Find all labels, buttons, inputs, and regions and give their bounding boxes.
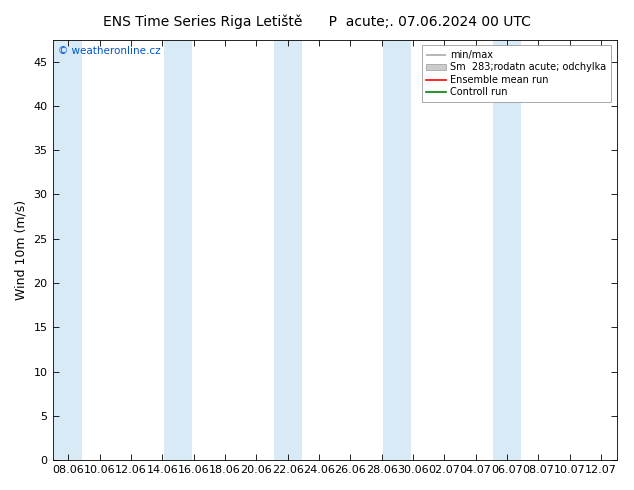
Bar [493, 40, 521, 460]
Text: ENS Time Series Riga Letiště      P  acute;. 07.06.2024 00 UTC: ENS Time Series Riga Letiště P acute;. 0… [103, 15, 531, 29]
Y-axis label: Wind 10m (m/s): Wind 10m (m/s) [15, 200, 28, 300]
Bar [273, 40, 302, 460]
Text: © weatheronline.cz: © weatheronline.cz [58, 46, 161, 56]
Legend: min/max, Sm  283;rodatn acute; odchylka, Ensemble mean run, Controll run: min/max, Sm 283;rodatn acute; odchylka, … [422, 45, 611, 102]
Bar [164, 40, 192, 460]
Bar [54, 40, 82, 460]
Bar [383, 40, 411, 460]
